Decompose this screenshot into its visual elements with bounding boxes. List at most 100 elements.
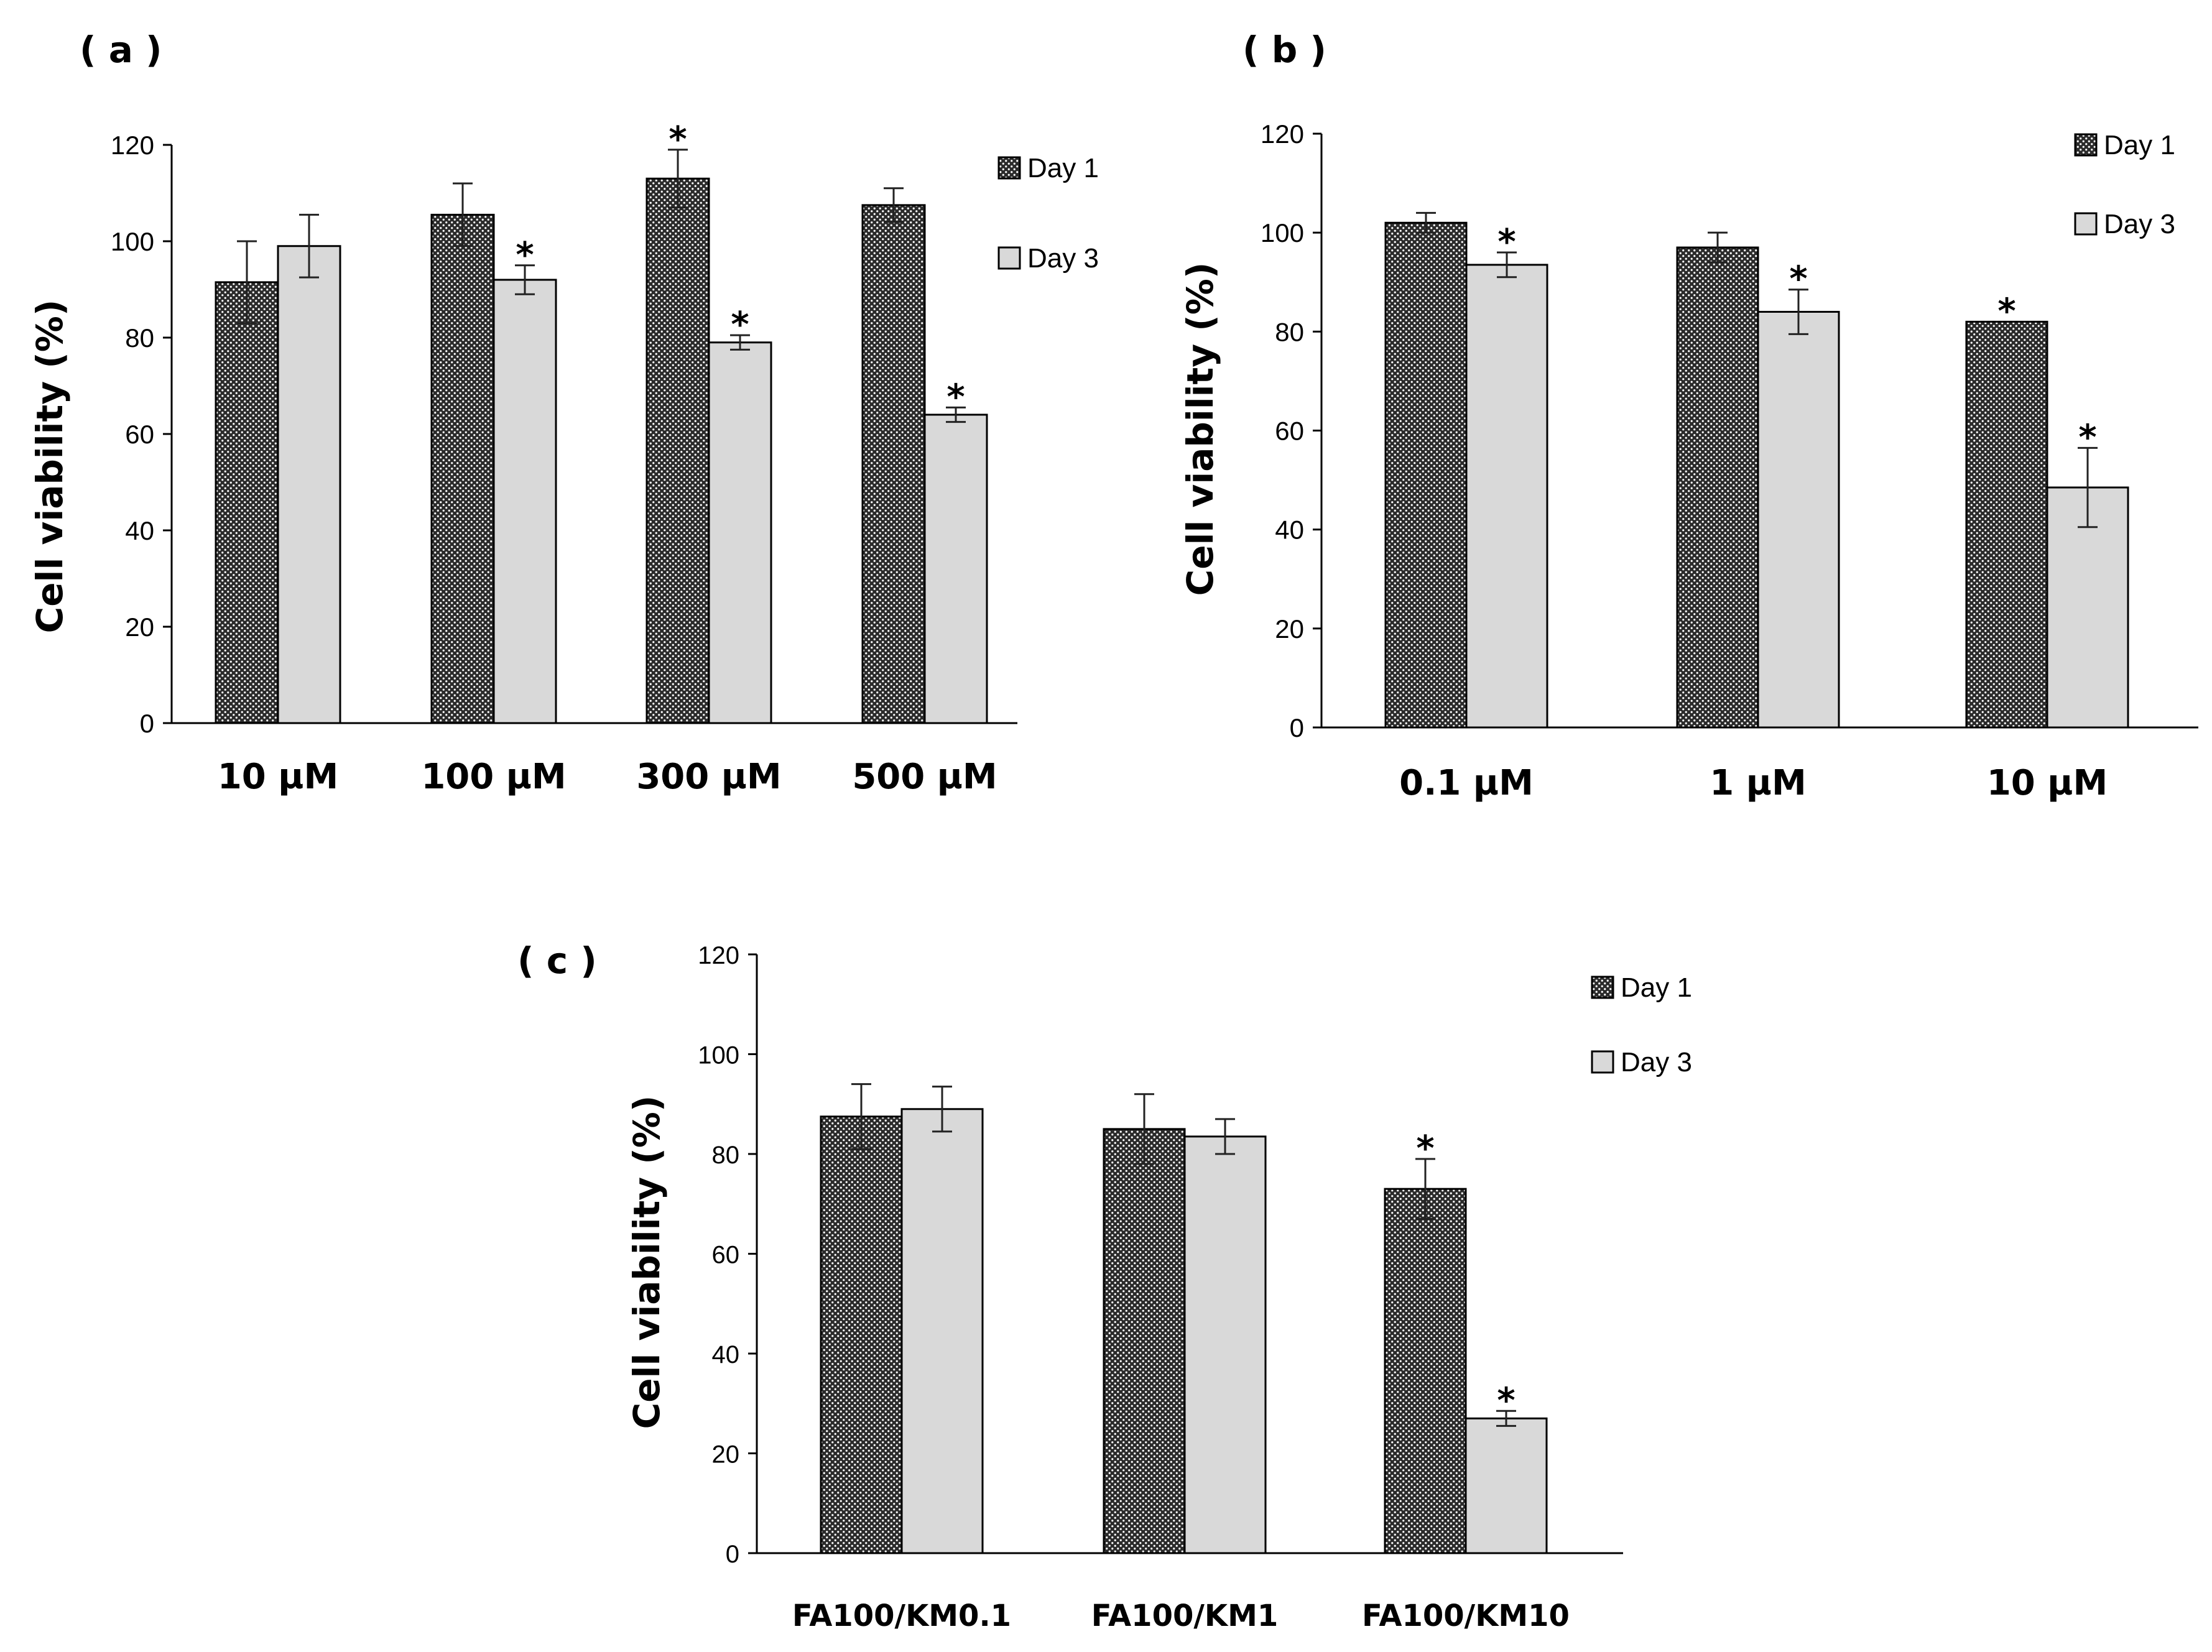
y-ticks-c: 0 20 40 60 80 100 120 xyxy=(698,942,757,1568)
y-tick-label-a-4: 80 xyxy=(125,323,154,353)
error-bar-a-day1-1 xyxy=(453,182,473,247)
chart-panel-b: ( b ) Cell viability (%) 0 20 40 60 80 100 120… xyxy=(1179,29,2198,803)
error-bar-a-day1-0 xyxy=(237,240,257,325)
bar-b-day3-0 xyxy=(1465,264,1548,729)
y-axis-label-a: Cell viability (%) xyxy=(29,300,71,634)
y-tick-label-c-3: 60 xyxy=(712,1242,740,1269)
error-bar-b-day3-2 xyxy=(2078,446,2098,528)
panel-label-a: ( a ) xyxy=(80,29,162,71)
panel-label-b: ( b ) xyxy=(1243,29,1326,71)
bar-a-day1-2 xyxy=(646,177,710,724)
error-bar-a-day3-0 xyxy=(299,213,319,279)
y-tick-label-b-0: 0 xyxy=(1290,713,1304,742)
error-bar-a-day1-2 xyxy=(668,149,688,209)
y-tick-label-a-0: 0 xyxy=(140,709,154,738)
legend-label-b-day1: Day 1 xyxy=(2104,130,2175,160)
error-bar-a-day3-2 xyxy=(730,334,750,351)
y-ticks-b: 0 20 40 60 80 100 120 xyxy=(1261,119,1321,742)
legend-swatch-c-day1 xyxy=(1591,976,1614,999)
error-bar-b-day1-0 xyxy=(1416,211,1436,234)
x-ticks-c: FA100/KM0.1 FA100/KM1 FA100/KM10 xyxy=(792,1599,1570,1633)
bars-a: * * * * xyxy=(215,119,988,724)
y-tick-label-c-5: 100 xyxy=(698,1042,739,1069)
significance-star-a-day3-3: * xyxy=(946,377,965,417)
legend-c: Day 1 Day 3 xyxy=(1591,972,1692,1077)
bar-a-day3-2 xyxy=(708,341,772,724)
x-tick-label-b-1: 1 µM xyxy=(1710,763,1806,803)
legend-label-a-day3: Day 3 xyxy=(1027,243,1099,274)
y-tick-label-a-3: 60 xyxy=(125,420,154,449)
significance-star-b-day1-2: * xyxy=(1997,291,2015,331)
y-tick-label-c-2: 40 xyxy=(712,1341,740,1368)
bar-c-day3-1 xyxy=(1183,1135,1267,1554)
significance-star-b-day3-1: * xyxy=(1789,259,1807,300)
x-tick-label-a-1: 100 µM xyxy=(421,757,566,797)
y-tick-label-a-5: 100 xyxy=(111,227,154,256)
legend-label-c-day3: Day 3 xyxy=(1621,1047,1692,1077)
x-ticks-a: 10 µM 100 µM 300 µM 500 µM xyxy=(218,757,997,797)
x-ticks-b: 0.1 µM 1 µM 10 µM xyxy=(1399,763,2108,803)
y-tick-label-b-6: 120 xyxy=(1261,119,1304,149)
chart-panel-a: ( a ) Cell viability (%) 0 20 40 60 80 100 120… xyxy=(29,29,1099,797)
y-axis-label-b: Cell viability (%) xyxy=(1179,262,1221,596)
error-bar-b-day3-0 xyxy=(1497,251,1517,279)
chart-panel-c: ( c ) Cell viability (%) 0 20 40 60 80 100 120… xyxy=(517,939,1692,1633)
axes-a xyxy=(170,145,1017,724)
error-bar-c-day1-2 xyxy=(1415,1158,1435,1220)
bar-c-day1-0 xyxy=(820,1115,903,1554)
bar-a-day3-3 xyxy=(923,413,988,724)
bar-c-day3-0 xyxy=(900,1108,984,1554)
x-tick-label-a-2: 300 µM xyxy=(636,757,781,797)
significance-star-a-day1-2: * xyxy=(669,119,687,160)
legend-swatch-a-day1 xyxy=(997,156,1021,180)
bar-a-day3-1 xyxy=(493,279,557,724)
legend-swatch-b-day3 xyxy=(2074,212,2098,236)
error-bar-c-day3-0 xyxy=(932,1086,952,1133)
panel-label-c: ( c ) xyxy=(517,939,597,982)
bars-b: * * * * xyxy=(1384,211,2129,729)
legend-label-c-day1: Day 1 xyxy=(1621,972,1692,1003)
x-tick-label-c-0: FA100/KM0.1 xyxy=(792,1599,1011,1633)
x-tick-label-b-0: 0.1 µM xyxy=(1399,763,1534,803)
y-tick-label-a-1: 20 xyxy=(125,612,154,642)
axes-b xyxy=(1320,134,2198,729)
bar-b-day1-1 xyxy=(1676,246,1759,729)
error-bar-a-day3-3 xyxy=(946,406,966,423)
legend-b: Day 1 Day 3 xyxy=(2074,130,2175,239)
significance-star-a-day3-2: * xyxy=(731,305,749,345)
y-tick-label-c-4: 80 xyxy=(712,1142,740,1169)
error-bar-a-day3-1 xyxy=(515,264,535,295)
y-axis-label-c: Cell viability (%) xyxy=(626,1096,668,1429)
error-bar-b-day1-1 xyxy=(1708,231,1728,264)
error-bar-c-day1-1 xyxy=(1134,1093,1154,1165)
bar-c-day1-1 xyxy=(1103,1128,1186,1554)
bar-b-day1-2 xyxy=(1965,320,2048,729)
significance-star-c-day3-2: * xyxy=(1497,1380,1515,1421)
bar-b-day3-1 xyxy=(1757,311,1840,729)
bar-c-day3-2 xyxy=(1465,1417,1548,1554)
error-bar-c-day1-0 xyxy=(851,1083,871,1150)
x-tick-label-c-1: FA100/KM1 xyxy=(1091,1599,1279,1633)
bars-c: ** xyxy=(820,1083,1548,1554)
x-tick-label-c-2: FA100/KM10 xyxy=(1362,1599,1570,1633)
y-tick-label-b-4: 80 xyxy=(1275,317,1304,346)
significance-star-b-day3-0: * xyxy=(1497,222,1516,262)
error-bar-b-day3-1 xyxy=(1789,288,1808,335)
x-tick-label-a-3: 500 µM xyxy=(852,757,997,797)
legend-swatch-c-day3 xyxy=(1591,1050,1614,1074)
y-tick-label-b-2: 40 xyxy=(1275,515,1304,545)
y-tick-label-b-5: 100 xyxy=(1261,218,1304,247)
y-tick-label-a-2: 40 xyxy=(125,516,154,545)
legend-label-b-day3: Day 3 xyxy=(2104,209,2175,239)
x-tick-label-b-2: 10 µM xyxy=(1987,763,2108,803)
legend-label-a-day1: Day 1 xyxy=(1027,153,1099,183)
y-tick-label-b-1: 20 xyxy=(1275,614,1304,644)
legend-swatch-b-day1 xyxy=(2074,133,2098,157)
y-tick-label-a-6: 120 xyxy=(111,131,154,160)
error-bar-a-day1-3 xyxy=(884,187,904,223)
bar-a-day1-3 xyxy=(861,204,926,724)
y-ticks-a: 0 20 40 60 80 100 120 xyxy=(111,131,172,738)
y-tick-label-c-0: 0 xyxy=(726,1541,739,1568)
y-tick-label-c-1: 20 xyxy=(712,1441,740,1469)
